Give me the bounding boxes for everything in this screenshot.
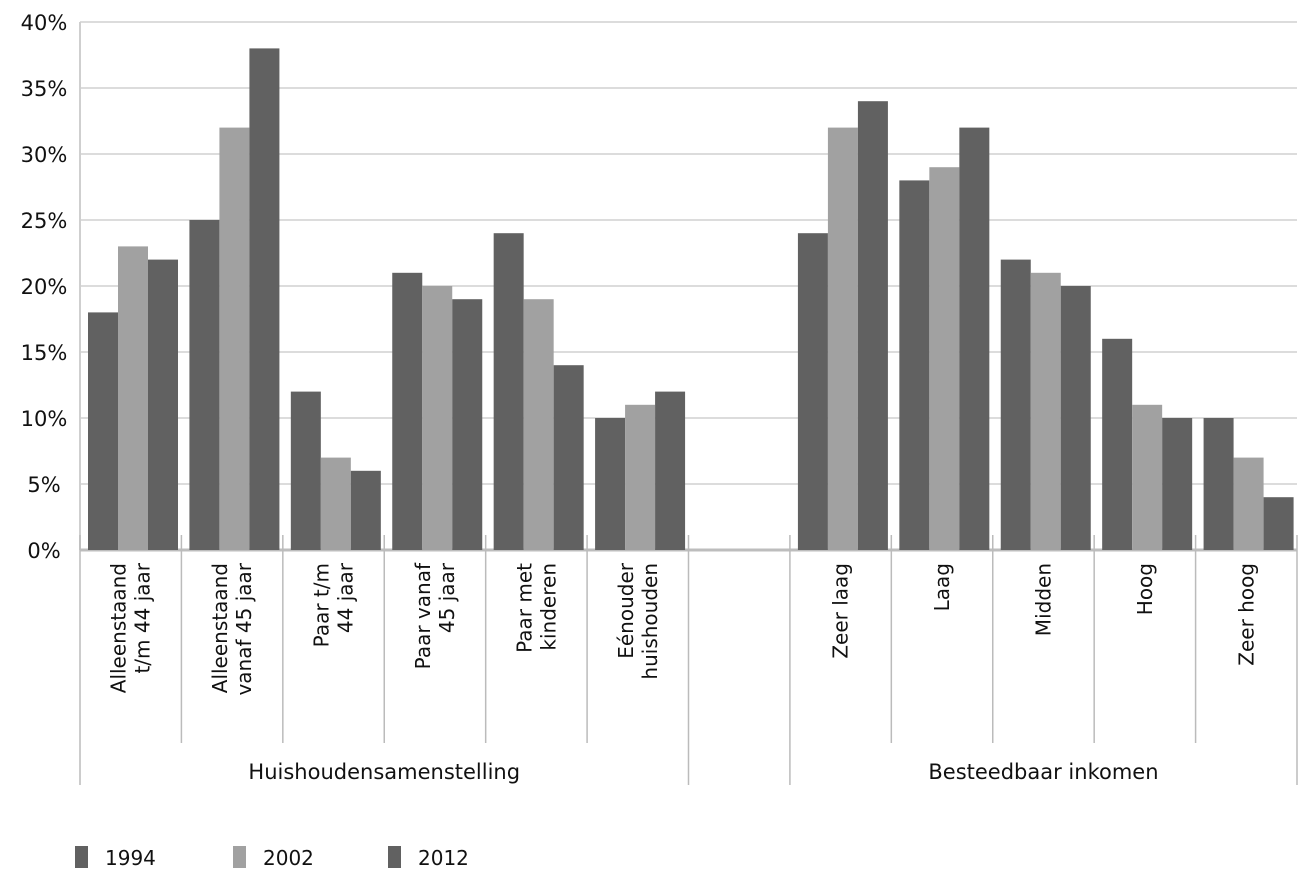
bar-2012 bbox=[857, 101, 888, 550]
bar-2002 bbox=[523, 299, 554, 550]
bar-2002 bbox=[625, 404, 656, 550]
bar-2012 bbox=[148, 259, 178, 550]
category-label: Alleenstaand bbox=[107, 563, 131, 693]
y-tick-label: 10% bbox=[21, 407, 68, 431]
bar-1994 bbox=[1203, 418, 1234, 550]
bar-1994 bbox=[88, 312, 118, 550]
bar-2002 bbox=[1030, 272, 1061, 550]
bar-2012 bbox=[553, 365, 584, 550]
category-label: vanaf 45 jaar bbox=[232, 562, 256, 695]
bar-1994 bbox=[1102, 338, 1133, 550]
bar-2012 bbox=[249, 48, 280, 551]
bar-1994 bbox=[1000, 259, 1031, 550]
y-tick-label: 35% bbox=[21, 77, 68, 101]
category-label: Paar met bbox=[512, 563, 536, 653]
bar-2002 bbox=[118, 246, 148, 550]
y-tick-label: 5% bbox=[27, 473, 60, 497]
y-tick-label: 30% bbox=[21, 143, 68, 167]
category-label: kinderen bbox=[536, 563, 560, 651]
legend-swatch bbox=[233, 846, 246, 868]
group-label: Besteedbaar inkomen bbox=[928, 760, 1158, 784]
category-label: t/m 44 jaar bbox=[131, 562, 155, 673]
bar-2002 bbox=[320, 457, 351, 550]
category-label: huishouden bbox=[638, 563, 662, 680]
legend-item: 1994 bbox=[75, 846, 156, 870]
y-tick-label: 15% bbox=[21, 341, 68, 365]
y-tick-label: 40% bbox=[21, 11, 68, 35]
bar-1994 bbox=[493, 233, 524, 550]
category-label: Alleenstaand bbox=[208, 563, 232, 693]
category-label: Midden bbox=[1031, 563, 1055, 636]
bar-2002 bbox=[929, 167, 960, 550]
category-label: 44 jaar bbox=[334, 562, 358, 633]
bar-1994 bbox=[595, 418, 626, 550]
bar-2012 bbox=[350, 470, 381, 550]
category-label: Zeer laag bbox=[829, 563, 853, 659]
bar-1994 bbox=[290, 391, 321, 550]
category-label: Laag bbox=[930, 563, 954, 611]
y-tick-label: 25% bbox=[21, 209, 68, 233]
bar-1994 bbox=[797, 233, 828, 550]
bar-1994 bbox=[189, 220, 220, 550]
legend-item: 2012 bbox=[388, 846, 469, 870]
bar-2012 bbox=[959, 127, 990, 550]
bar-2002 bbox=[1233, 457, 1264, 550]
bar-2012 bbox=[655, 391, 686, 550]
category-label: Eénouder bbox=[614, 562, 638, 659]
bar-1994 bbox=[392, 272, 423, 550]
bar-2012 bbox=[1162, 418, 1193, 550]
legend-label: 2002 bbox=[263, 846, 314, 870]
bar-2012 bbox=[1263, 497, 1294, 550]
category-label: Hoog bbox=[1133, 563, 1157, 615]
bar-2002 bbox=[422, 286, 453, 550]
bar-2012 bbox=[1060, 286, 1091, 550]
bar-1994 bbox=[899, 180, 930, 550]
legend-swatch bbox=[75, 846, 88, 868]
bar-2002 bbox=[219, 127, 250, 550]
legend-label: 2012 bbox=[418, 846, 469, 870]
group-label: Huishoudensamenstelling bbox=[248, 760, 520, 784]
legend-label: 1994 bbox=[105, 846, 156, 870]
category-label: 45 jaar bbox=[435, 562, 459, 633]
bar-2002 bbox=[827, 127, 858, 550]
legend-swatch bbox=[388, 846, 401, 868]
y-tick-label: 0% bbox=[27, 539, 60, 563]
bar-2012 bbox=[452, 299, 483, 550]
category-label: Paar t/m bbox=[310, 563, 334, 647]
y-tick-label: 20% bbox=[21, 275, 68, 299]
bar-2002 bbox=[1132, 404, 1163, 550]
category-label: Zeer hoog bbox=[1234, 563, 1258, 666]
legend-item: 2002 bbox=[233, 846, 314, 870]
category-label: Paar vanaf bbox=[411, 562, 435, 669]
